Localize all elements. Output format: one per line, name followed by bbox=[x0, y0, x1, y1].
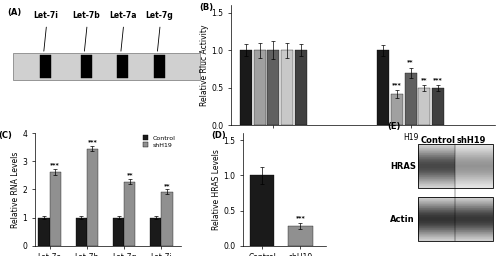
Bar bbox=[254, 50, 266, 125]
Bar bbox=[154, 55, 165, 78]
Bar bbox=[80, 55, 92, 78]
Bar bbox=[50, 172, 61, 246]
Bar bbox=[250, 175, 274, 246]
Bar bbox=[281, 50, 293, 125]
Text: shH19: shH19 bbox=[456, 136, 486, 145]
Text: ***: *** bbox=[433, 77, 443, 82]
Text: **: ** bbox=[421, 77, 428, 82]
Text: ***: *** bbox=[50, 163, 60, 167]
Bar bbox=[288, 226, 312, 246]
Text: Let-7g: Let-7g bbox=[146, 10, 173, 19]
Bar bbox=[418, 144, 493, 188]
Bar bbox=[40, 55, 51, 78]
Text: (D): (D) bbox=[212, 131, 226, 140]
Bar bbox=[38, 218, 50, 246]
Bar bbox=[295, 50, 307, 125]
Bar bbox=[268, 50, 280, 125]
Text: ***: *** bbox=[88, 139, 98, 144]
Bar bbox=[377, 50, 389, 125]
Y-axis label: Relative HRAS Levels: Relative HRAS Levels bbox=[212, 149, 220, 230]
Y-axis label: Relative Rluc Activity: Relative Rluc Activity bbox=[200, 25, 208, 106]
Bar bbox=[117, 55, 128, 78]
Text: (C): (C) bbox=[0, 131, 12, 140]
Text: Let-7b: Let-7b bbox=[72, 10, 100, 19]
Text: (E): (E) bbox=[388, 122, 401, 131]
Text: **: ** bbox=[164, 183, 170, 188]
Bar bbox=[404, 73, 416, 125]
Text: **: ** bbox=[408, 60, 414, 65]
Bar bbox=[150, 218, 162, 246]
Bar bbox=[162, 192, 172, 246]
Bar bbox=[418, 88, 430, 125]
Text: **: ** bbox=[126, 173, 133, 178]
Bar bbox=[418, 197, 493, 241]
Bar bbox=[432, 88, 444, 125]
Text: Control: Control bbox=[420, 136, 456, 145]
Bar bbox=[391, 94, 403, 125]
Text: Let-7i: Let-7i bbox=[33, 10, 58, 19]
Text: ***: *** bbox=[296, 215, 306, 220]
Text: (A): (A) bbox=[7, 7, 22, 17]
Bar bbox=[87, 148, 98, 246]
Bar bbox=[124, 182, 136, 246]
Text: (B): (B) bbox=[200, 3, 213, 12]
Bar bbox=[76, 218, 87, 246]
Text: HRAS: HRAS bbox=[390, 162, 415, 171]
Text: ***: *** bbox=[392, 82, 402, 87]
Bar bbox=[13, 53, 200, 80]
Text: Let-7a: Let-7a bbox=[109, 10, 136, 19]
Y-axis label: Relative RNA Levels: Relative RNA Levels bbox=[10, 151, 20, 228]
Bar bbox=[240, 50, 252, 125]
Text: Actin: Actin bbox=[390, 215, 414, 224]
Legend: Control, shH19: Control, shH19 bbox=[141, 133, 178, 150]
Bar bbox=[113, 218, 124, 246]
